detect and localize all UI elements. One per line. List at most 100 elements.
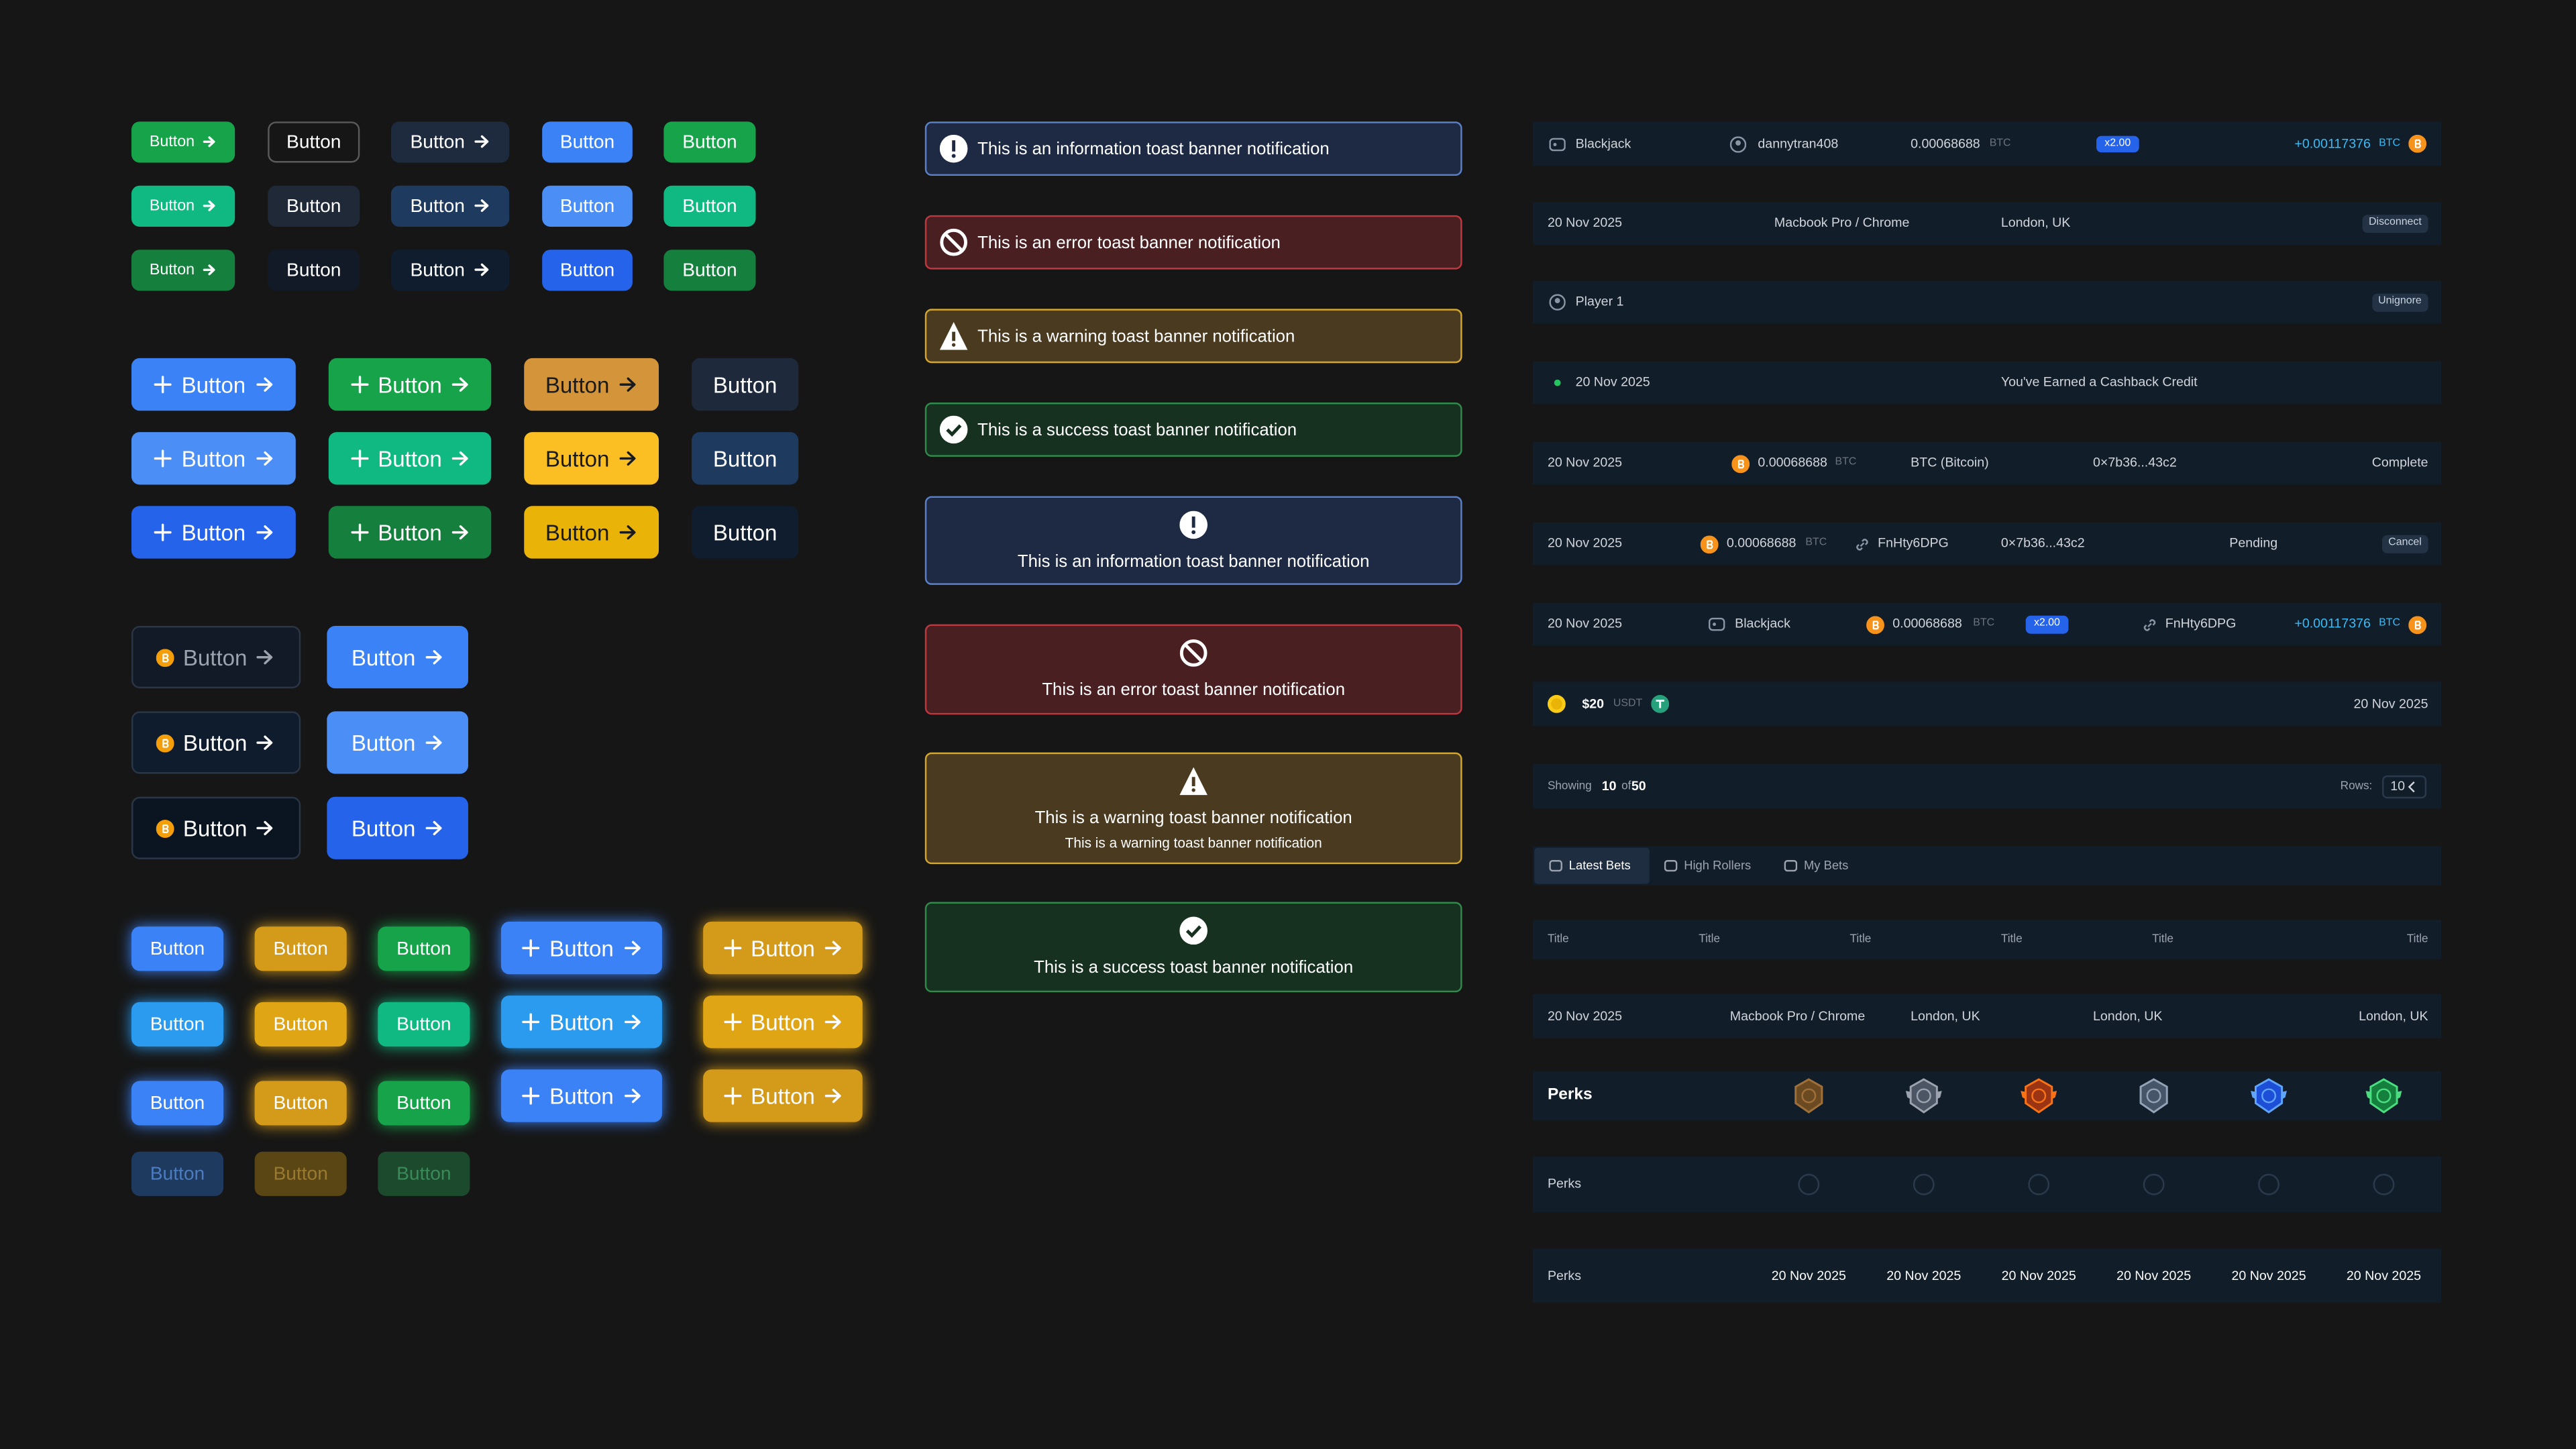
tab[interactable]: Latest Bets: [1568, 857, 1631, 873]
button[interactable]: Button: [542, 121, 633, 163]
button[interactable]: Button: [131, 711, 301, 774]
button[interactable]: Button: [524, 432, 659, 485]
tab[interactable]: High Rollers: [1684, 857, 1752, 873]
button[interactable]: Button: [131, 1151, 224, 1196]
button[interactable]: Button: [692, 432, 799, 485]
button[interactable]: Button: [500, 921, 662, 975]
button[interactable]: Button: [268, 185, 360, 227]
button[interactable]: Button: [131, 185, 235, 227]
tab-icon: [1664, 859, 1678, 873]
button[interactable]: Button: [663, 185, 756, 227]
button[interactable]: Button: [131, 926, 224, 971]
button[interactable]: Button: [131, 432, 296, 485]
button[interactable]: Button: [378, 926, 470, 971]
button[interactable]: Button: [131, 796, 301, 859]
button[interactable]: Button: [254, 926, 347, 971]
button[interactable]: Button: [131, 250, 235, 291]
icon-part: [1855, 537, 1868, 550]
plus-icon: [521, 1012, 541, 1032]
cell-text: 0×7b36...43c2: [2000, 535, 2085, 551]
button[interactable]: Button: [131, 626, 301, 689]
toast-subtext: This is a warning toast banner notificat…: [1065, 835, 1322, 851]
toast-icon: [1179, 767, 1208, 796]
cell-text: London, UK: [2093, 1008, 2163, 1023]
icon-part: [351, 449, 369, 468]
icon-part: [2254, 1078, 2284, 1114]
button[interactable]: Button: [390, 250, 510, 291]
icon: [1729, 136, 1747, 152]
perk-empty: [1913, 1173, 1935, 1196]
button[interactable]: Button: [254, 1081, 347, 1126]
icon-part: [1737, 459, 1743, 468]
button[interactable]: Button: [327, 626, 468, 689]
icon-part: [156, 648, 175, 667]
cell-text: London, UK: [2000, 215, 2071, 230]
button[interactable]: Button: [692, 358, 799, 411]
button[interactable]: Button: [327, 796, 468, 859]
perk-badge: [1902, 1078, 1945, 1114]
icon-part: [154, 523, 172, 541]
button[interactable]: Button: [254, 1151, 347, 1196]
icon-part: [523, 1087, 541, 1105]
button[interactable]: Button: [268, 121, 360, 163]
button[interactable]: Button: [542, 250, 633, 291]
button[interactable]: Button: [328, 506, 492, 559]
icon-part: [203, 136, 216, 148]
button-label: Button: [559, 132, 615, 152]
icon-part: [1708, 617, 1725, 631]
icon-part: [2025, 1078, 2053, 1114]
perk-empty: [2142, 1173, 2165, 1196]
button-label: Button: [149, 197, 195, 215]
button[interactable]: Button: [500, 1069, 662, 1122]
cell-text: BTC: [1989, 136, 2011, 149]
button[interactable]: Button: [500, 996, 662, 1049]
button[interactable]: Button: [268, 250, 360, 291]
button[interactable]: Button: [524, 506, 659, 559]
tab[interactable]: My Bets: [1803, 857, 1849, 873]
button[interactable]: Button: [692, 506, 799, 559]
button[interactable]: Button: [524, 358, 659, 411]
button[interactable]: Button: [378, 1151, 470, 1196]
icon-part: [2028, 1173, 2050, 1195]
button[interactable]: Button: [390, 185, 510, 227]
icon-part: [2143, 1173, 2165, 1195]
button[interactable]: Button: [703, 1069, 863, 1122]
button-label: Button: [182, 815, 248, 841]
button-label: Button: [273, 938, 328, 959]
icon-part: [351, 523, 369, 541]
button[interactable]: Button: [703, 996, 863, 1049]
icon-part: [451, 451, 468, 466]
button[interactable]: Button: [131, 121, 235, 163]
icon-part: [474, 264, 489, 277]
button[interactable]: Button: [378, 1081, 470, 1126]
button[interactable]: Button: [131, 1081, 224, 1126]
button[interactable]: Button: [327, 711, 468, 774]
cell-text: 0.00068688: [1758, 455, 1827, 470]
button[interactable]: Button: [703, 921, 863, 975]
list-row: [1532, 522, 2442, 566]
icon-part: [1179, 916, 1208, 945]
button[interactable]: Button: [663, 121, 756, 163]
toast: This is an information toast banner noti…: [924, 121, 1462, 176]
button[interactable]: Button: [131, 506, 296, 559]
icon-part: [1784, 860, 1798, 872]
button[interactable]: Button: [328, 432, 492, 485]
button[interactable]: Button: [663, 250, 756, 291]
perk-badge: [2133, 1078, 2176, 1114]
cell-text: dannytran408: [1758, 136, 1839, 151]
button[interactable]: Button: [542, 185, 633, 227]
icon-part: [2031, 1088, 2047, 1104]
button[interactable]: Button: [378, 1002, 470, 1047]
plus-icon: [722, 1086, 743, 1106]
list-row: [1532, 441, 2442, 485]
column-header: Title: [2152, 934, 2174, 946]
icon-part: [474, 136, 489, 149]
button[interactable]: Button: [390, 121, 510, 163]
button-label: Button: [149, 133, 195, 152]
button[interactable]: Button: [254, 1002, 347, 1047]
button[interactable]: Button: [131, 358, 296, 411]
arrow-icon: [424, 733, 444, 753]
button[interactable]: Button: [131, 1002, 224, 1047]
button[interactable]: Button: [328, 358, 492, 411]
toast-text: This is a success toast banner notificat…: [1034, 957, 1354, 978]
